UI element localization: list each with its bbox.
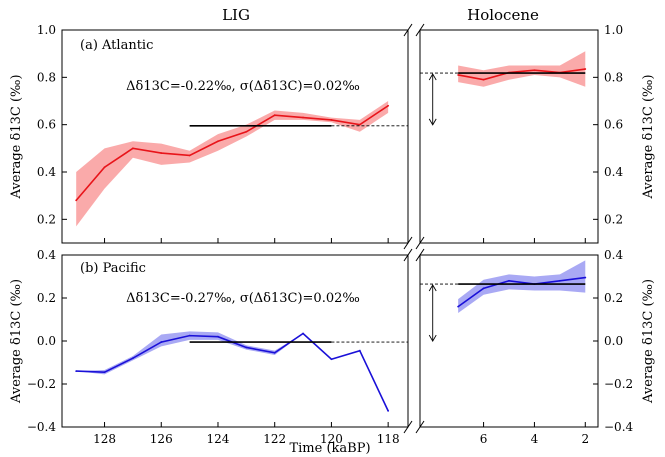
pacific-break-mark bbox=[415, 420, 425, 434]
atlantic-break-mark bbox=[415, 236, 425, 250]
pacific-arrow-head-up bbox=[428, 284, 437, 292]
atlantic-ytick-label-right: 0.6 bbox=[604, 118, 623, 132]
pacific-holocene-point bbox=[482, 287, 485, 290]
atlantic-lig-point bbox=[358, 123, 361, 126]
atlantic-ytick-label-left: 0.6 bbox=[37, 118, 56, 132]
atlantic-lig-point bbox=[103, 166, 106, 169]
atlantic-ytick-label-right: 0.4 bbox=[604, 165, 623, 179]
atlantic-lig-point bbox=[387, 104, 390, 107]
x-axis-label: Time (kaBP) bbox=[289, 441, 370, 456]
pacific-ytick-label-left: 0.0 bbox=[37, 334, 56, 348]
pacific-lig-line bbox=[76, 332, 389, 412]
atlantic-lig-frame bbox=[61, 29, 409, 244]
pacific-lig-point bbox=[330, 358, 333, 361]
pacific-ylabel-right: Average δ13C (‰) bbox=[641, 279, 656, 404]
atlantic-holocene-band bbox=[458, 51, 586, 87]
xtick-label: 126 bbox=[150, 432, 173, 446]
pacific-ytick-label-right: −0.2 bbox=[604, 377, 633, 391]
pacific-lig-point bbox=[160, 341, 163, 343]
pacific-lig-point bbox=[217, 335, 219, 338]
atlantic-ytick-label-left: 0.8 bbox=[37, 70, 56, 84]
pacific-lig-point bbox=[273, 351, 276, 354]
atlantic-lig-point bbox=[75, 199, 78, 202]
atlantic-ytick-label-right: 0.2 bbox=[604, 212, 623, 226]
pacific-lig-band bbox=[76, 331, 389, 411]
xtick-label: 2 bbox=[581, 432, 589, 446]
atlantic-lig-point bbox=[273, 114, 276, 117]
atlantic-lig-point bbox=[160, 152, 163, 154]
pacific-holocene-point bbox=[457, 305, 460, 308]
pacific-lig-point bbox=[75, 370, 78, 372]
atlantic-holocene-line bbox=[457, 68, 586, 81]
pacific-ytick-label-right: 0.0 bbox=[604, 334, 623, 348]
atlantic-ylabel-right: Average δ13C (‰) bbox=[641, 74, 656, 199]
pacific-break-mark bbox=[403, 248, 413, 262]
pacific-ytick-label-left: 0.2 bbox=[37, 291, 56, 305]
pacific-holocene-point bbox=[508, 279, 510, 282]
atlantic-lig-point bbox=[245, 130, 248, 133]
pacific-holocene-point bbox=[584, 276, 587, 279]
atlantic-lig-line bbox=[75, 105, 389, 201]
pacific-holocene-band bbox=[458, 260, 586, 314]
atlantic-holocene-point bbox=[533, 69, 536, 72]
holocene-title: Holocene bbox=[467, 6, 539, 24]
panel-a-label: (a) Atlantic bbox=[80, 38, 153, 53]
atlantic-holocene-point bbox=[584, 68, 587, 70]
atlantic-arrow-head-up bbox=[428, 73, 437, 81]
pacific-arrow-head-down bbox=[428, 334, 437, 342]
atlantic-ytick-label-left: 0.2 bbox=[37, 212, 56, 226]
pacific-lig-point bbox=[245, 346, 248, 349]
pacific-holocene-line bbox=[457, 276, 586, 308]
pacific-annotation: Δδ13C=-0.27‰, σ(Δδ13C)=0.02‰ bbox=[126, 291, 360, 306]
atlantic-lig-point bbox=[330, 119, 333, 121]
atlantic-arrow-head-down bbox=[428, 118, 437, 126]
pacific-ytick-label-right: 0.4 bbox=[604, 248, 623, 262]
xtick-label: 124 bbox=[207, 432, 230, 446]
atlantic-annotation: Δδ13C=-0.22‰, σ(Δδ13C)=0.02‰ bbox=[126, 79, 360, 94]
pacific-lig-point bbox=[188, 334, 191, 337]
xtick-label: 4 bbox=[531, 432, 539, 446]
pacific-ytick-label-left: −0.2 bbox=[27, 377, 56, 391]
atlantic-lig-point bbox=[217, 140, 219, 143]
atlantic-lig-point bbox=[188, 154, 191, 157]
pacific-lig-point bbox=[132, 357, 134, 360]
pacific-lig-point bbox=[358, 349, 361, 352]
atlantic-lig-point bbox=[302, 116, 304, 119]
xtick-label: 118 bbox=[377, 432, 400, 446]
atlantic-ytick-label-left: 0.4 bbox=[37, 165, 56, 179]
pacific-ytick-label-right: −0.4 bbox=[604, 420, 634, 434]
xtick-label: 122 bbox=[263, 432, 286, 446]
atlantic-lig-point bbox=[132, 147, 134, 150]
xtick-label: 6 bbox=[480, 432, 488, 446]
pacific-ytick-label-left: −0.4 bbox=[27, 420, 57, 434]
atlantic-break-mark bbox=[415, 23, 425, 37]
pacific-break-mark bbox=[415, 248, 425, 262]
panel-b-label: (b) Pacific bbox=[80, 261, 146, 276]
pacific-holocene-point bbox=[558, 279, 561, 282]
pacific-lig-point bbox=[103, 371, 106, 374]
axis-ticks: 0.2 0.2 0.4 0.4 0.6 0.6 0.8 0.8 1.0 1.0 −0.4 −0.4 −0… bbox=[27, 23, 634, 446]
atlantic-holocene-point bbox=[482, 78, 485, 81]
pacific-lig-point bbox=[302, 332, 304, 335]
atlantic-ytick-label-left: 1.0 bbox=[37, 23, 56, 37]
atlantic-lig-band bbox=[76, 101, 389, 227]
atlantic-break-mark bbox=[403, 236, 413, 250]
atlantic-holocene-point bbox=[457, 74, 460, 76]
pacific-break-mark bbox=[403, 420, 413, 434]
xtick-label: 128 bbox=[93, 432, 116, 446]
uncertainty-bands bbox=[76, 51, 586, 411]
pacific-ytick-label-right: 0.2 bbox=[604, 291, 623, 305]
atlantic-break-mark bbox=[403, 23, 413, 37]
lig-title: LIG bbox=[222, 6, 250, 24]
atlantic-holocene-frame bbox=[419, 29, 599, 244]
data-lines bbox=[75, 68, 587, 412]
pacific-ytick-label-left: 0.4 bbox=[37, 248, 56, 262]
pacific-ylabel-left: Average δ13C (‰) bbox=[9, 279, 24, 404]
atlantic-ylabel-left: Average δ13C (‰) bbox=[9, 74, 24, 199]
atlantic-ytick-label-right: 0.8 bbox=[604, 70, 623, 84]
xtick-label: 120 bbox=[320, 432, 343, 446]
pacific-lig-point bbox=[387, 409, 390, 412]
atlantic-ytick-label-right: 1.0 bbox=[604, 23, 623, 37]
